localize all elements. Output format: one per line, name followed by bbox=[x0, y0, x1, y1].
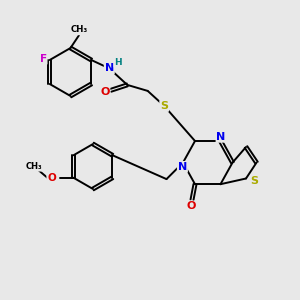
Text: O: O bbox=[100, 87, 110, 97]
Text: F: F bbox=[40, 54, 47, 64]
Text: N: N bbox=[217, 132, 226, 142]
Text: S: S bbox=[250, 176, 258, 187]
Text: CH₃: CH₃ bbox=[25, 162, 42, 171]
Text: CH₃: CH₃ bbox=[70, 26, 88, 34]
Text: N: N bbox=[105, 63, 114, 74]
Text: H: H bbox=[114, 58, 122, 67]
Text: N: N bbox=[178, 162, 187, 172]
Text: O: O bbox=[187, 201, 196, 212]
Text: O: O bbox=[47, 173, 56, 183]
Text: S: S bbox=[160, 101, 168, 111]
